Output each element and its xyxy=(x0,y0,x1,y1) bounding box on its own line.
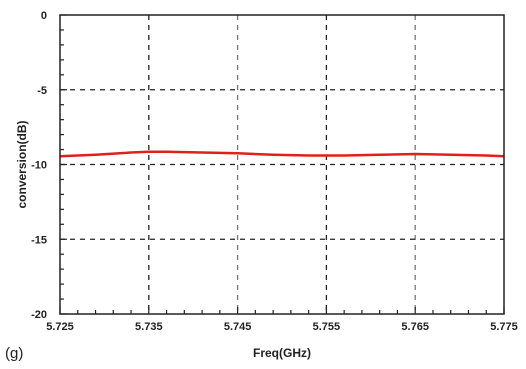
x-tick-label: 5.745 xyxy=(224,321,252,333)
panel-label: (g) xyxy=(5,345,23,362)
x-tick-label: 5.775 xyxy=(490,321,518,333)
grid-layer xyxy=(60,15,504,314)
x-tick-label: 5.765 xyxy=(401,321,429,333)
y-tick-label: -5 xyxy=(37,85,47,97)
series-layer xyxy=(59,150,505,158)
x-tick-label: 5.755 xyxy=(313,321,341,333)
y-tick-label: -15 xyxy=(31,234,47,246)
x-tick-label: 5.735 xyxy=(135,321,163,333)
series-line xyxy=(59,150,505,158)
y-tick-labels: 0 -5 -10 -15 -20 xyxy=(31,10,47,321)
axes-layer xyxy=(59,14,505,315)
y-tick-label: -10 xyxy=(31,160,47,172)
y-tick-label: 0 xyxy=(41,10,47,22)
y-tick-label: -20 xyxy=(31,309,47,321)
x-tick-labels: 5.725 5.735 5.745 5.755 5.765 5.775 xyxy=(46,321,518,333)
x-axis-title: Freq(GHz) xyxy=(253,346,311,360)
x-tick-label: 5.725 xyxy=(46,321,74,333)
y-axis-title: conversion(dB) xyxy=(15,120,29,208)
